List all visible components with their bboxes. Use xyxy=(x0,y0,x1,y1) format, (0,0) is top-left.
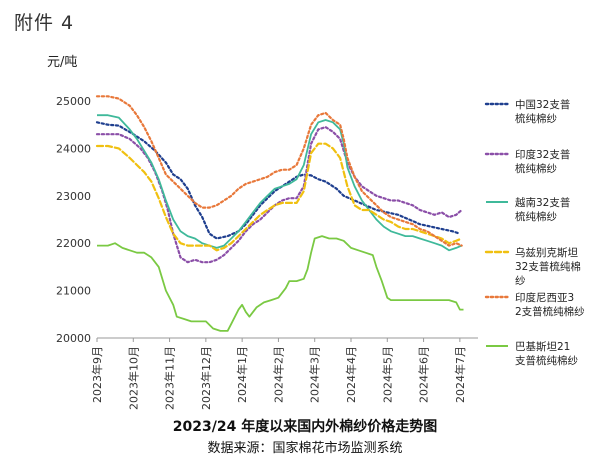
y-axis-ticks: 20000 21000 22000 23000 24000 25000 xyxy=(56,95,91,345)
x-tick-label: 2023年10月 xyxy=(126,346,140,410)
x-axis-ticks: 2023年9月 2023年10月 2023年11月 2023年12月 2024年1月 20… xyxy=(90,338,467,410)
y-tick-label: 23000 xyxy=(56,190,91,203)
y-tick-label: 20000 xyxy=(56,332,91,345)
legend-label-4: 印度尼西亚3 2支普梳纯棉纱 xyxy=(515,291,585,318)
x-tick-label: 2024年7月 xyxy=(453,346,467,403)
legend-label-5: 巴基斯坦21 支普梳纯棉纱 xyxy=(515,340,578,367)
legend-label-3: 乌兹别克斯坦 32支普梳纯棉纱 xyxy=(515,246,581,287)
x-tick-label: 2023年12月 xyxy=(199,346,213,410)
legend-label-1: 印度32支普梳纯棉纱 xyxy=(515,148,570,175)
series-line-1 xyxy=(95,126,463,264)
series-line-3 xyxy=(95,142,463,252)
x-tick-label: 2024年2月 xyxy=(271,346,285,403)
y-tick-label: 22000 xyxy=(56,237,91,250)
document-label: 附件 4 xyxy=(14,12,75,34)
series-line-5 xyxy=(97,235,464,332)
x-tick-label: 2023年9月 xyxy=(90,346,104,403)
legend-label-0: 中国32支普梳纯棉纱 xyxy=(515,98,570,125)
legend-label-2: 越南32支普梳纯棉纱 xyxy=(515,196,570,223)
y-tick-label: 21000 xyxy=(56,285,91,298)
x-tick-label: 2023年11月 xyxy=(163,346,177,410)
chart-caption-title: 2023/24 年度以来国内外棉纱价格走势图 xyxy=(172,419,438,435)
series-line-4 xyxy=(95,95,463,247)
chart-caption-source: 数据来源：国家棉花市场监测系统 xyxy=(207,441,403,456)
x-tick-label: 2024年1月 xyxy=(235,346,249,403)
plot-area xyxy=(95,95,464,332)
y-tick-label: 25000 xyxy=(56,95,91,108)
x-tick-label: 2024年5月 xyxy=(380,346,394,403)
y-tick-label: 24000 xyxy=(56,142,91,155)
x-tick-label: 2024年4月 xyxy=(344,346,358,403)
series-line-0 xyxy=(95,121,461,240)
y-axis-unit-label: 元/吨 xyxy=(47,55,77,70)
x-tick-label: 2024年3月 xyxy=(308,346,322,403)
series-line-2 xyxy=(97,114,463,252)
x-tick-label: 2024年6月 xyxy=(417,346,431,403)
